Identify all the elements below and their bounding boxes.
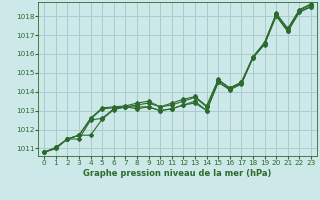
X-axis label: Graphe pression niveau de la mer (hPa): Graphe pression niveau de la mer (hPa) bbox=[84, 169, 272, 178]
